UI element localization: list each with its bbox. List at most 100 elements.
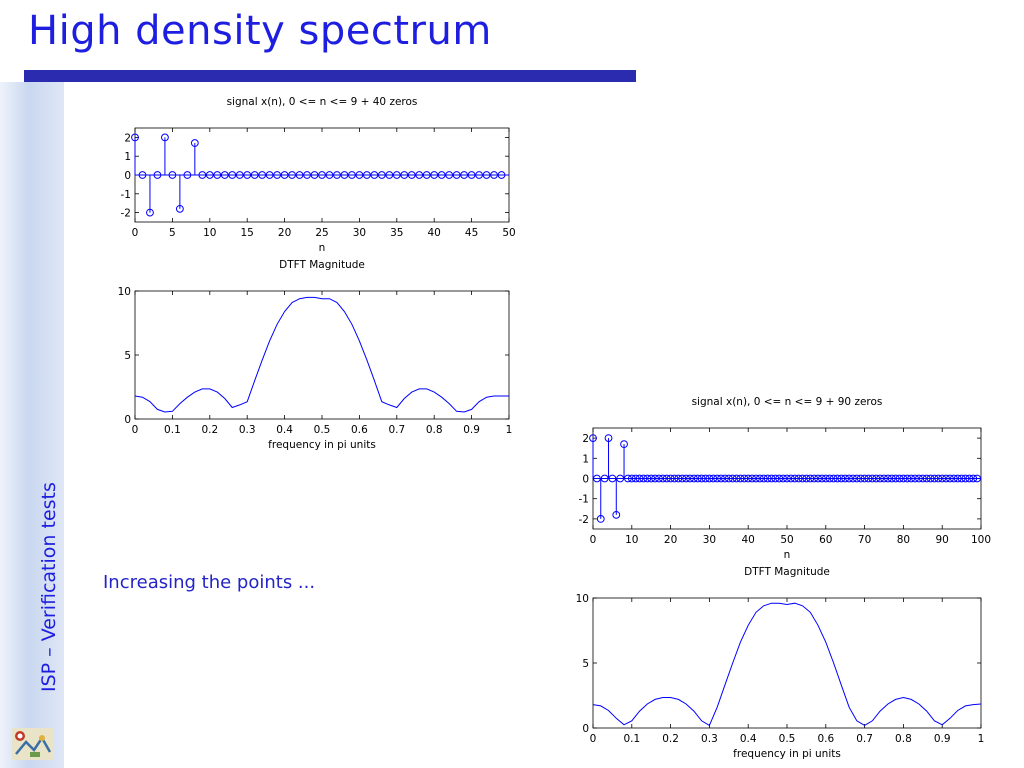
stem-marker [818,474,826,483]
stem-marker [771,474,780,483]
stem-marker [627,474,636,483]
slide-title: High density spectrum [28,8,492,54]
stem-marker [655,474,663,483]
stem-marker [689,474,698,483]
stem-marker [647,474,656,483]
x-tick-label: 60 [819,534,832,546]
stem-marker [969,474,978,483]
stem-marker [497,171,506,179]
x-tick-label: 0.4 [740,733,757,745]
y-tick-label: 1 [582,453,589,465]
stem-marker [205,171,214,179]
y-tick-label: 2 [582,433,589,445]
y-tick-label: -2 [579,514,589,526]
x-tick-label: 0.5 [314,424,331,436]
stem-marker [407,171,416,179]
stem-marker [678,474,687,483]
stem-marker [400,171,409,179]
dtft-plot-90-zeros: 0 0.1 0.2 0.3 0.4 0.5 0.6 0.7 0.8 0.9 1 10 5 0 DTFT Ma… [576,566,985,760]
y-tick-label: 0 [124,414,131,426]
stem-marker [907,474,916,483]
stem-marker [392,171,401,179]
x-tick-label: 50 [780,534,793,546]
x-tick-label: 0.9 [463,424,480,436]
stem-marker [288,171,296,179]
stem-marker [821,474,830,483]
stem-marker [973,474,982,483]
stem-marker [589,434,597,442]
x-tick-label: 100 [971,534,991,546]
stem-marker [596,514,605,523]
stem-marker [280,171,289,179]
stem-marker [198,171,207,179]
stem-marker [915,474,923,483]
stem-marker [482,171,491,179]
stem-marker [883,474,892,483]
stem-marker [362,171,371,179]
x-tick-label: 5 [169,227,176,239]
x-tick-label: 0.7 [856,733,873,745]
stem-marker [767,474,776,483]
magnitude-line [592,602,982,727]
x-tick-label: 50 [502,227,515,239]
stem-marker [763,474,772,483]
y-tick-label: 5 [582,658,589,670]
stem-marker [310,171,319,179]
side-label: ISP – Verification tests [38,482,60,692]
chart-title: signal x(n), 0 <= n <= 9 + 90 zeros [692,396,883,408]
stem-marker [190,139,199,147]
title-underline [24,70,636,82]
stem-marker [131,133,139,142]
stem-marker [852,474,861,483]
stem-marker [333,171,341,179]
stem-marker [728,474,737,483]
stem-marker [161,133,169,142]
y-tick-label: 5 [124,350,131,362]
stem-marker [732,474,741,483]
stem-marker [153,171,162,179]
stem-marker [922,474,931,483]
stem-marker [740,474,749,483]
stem-marker [370,171,379,179]
chart-title: DTFT Magnitude [744,566,830,578]
stem-marker [258,171,267,179]
stem-marker [887,474,896,483]
stem-marker [635,474,644,483]
stem-marker [957,474,966,483]
x-tick-label: 0.1 [623,733,640,745]
stem-marker [295,171,304,179]
stem-marker [168,171,177,179]
x-tick-label: 0.4 [276,424,293,436]
y-tick-label: -2 [121,208,131,220]
stem-marker [377,171,386,179]
stem-marker [693,474,702,483]
stem-marker [744,474,753,483]
stem-marker [872,474,881,483]
stem-marker [303,171,311,179]
x-tick-label: 0 [132,227,139,239]
y-tick-label: 2 [124,132,131,144]
stem-marker [250,171,259,179]
x-tick-label: 0.6 [817,733,834,745]
x-tick-label: 0.8 [426,424,443,436]
plot-frame [134,290,510,420]
stem-marker [934,474,943,483]
x-tick-label: 0.8 [895,733,912,745]
stem-marker [755,474,764,483]
x-tick-label: 0.1 [164,424,181,436]
stem-marker [674,474,683,483]
x-tick-label: 0 [590,733,597,745]
stem-marker [794,474,803,483]
x-tick-label: 0.7 [388,424,405,436]
stem-marker [717,474,725,483]
stem-marker [235,171,244,179]
y-tick-label: 1 [124,151,131,163]
stem-marker [779,474,788,483]
stem-marker [752,474,760,483]
stem-marker [864,474,873,483]
stem-marker [825,474,834,483]
stem-marker [942,474,950,483]
y-tick-label: 0 [582,723,589,735]
x-tick-label: 1 [978,733,985,745]
